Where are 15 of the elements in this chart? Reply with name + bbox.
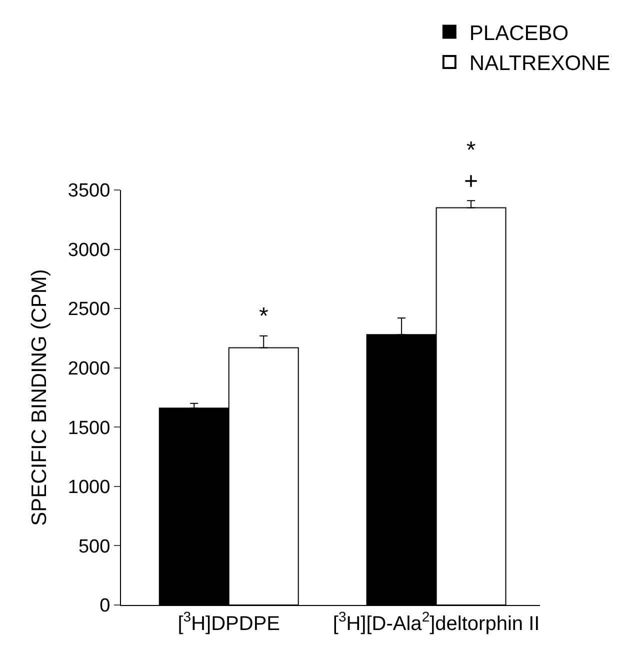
y-axis-title: SPECIFIC BINDING (CPM) [28,269,52,526]
y-tick-label: 2000 [68,358,110,380]
data-label: * [259,303,268,330]
y-tick-label: 3000 [68,240,110,261]
y-tick-label: 500 [78,536,110,558]
x-tick-label: [$^{3}$H]DPDPE [178,608,280,635]
x-tick-label: [$^{3}$H][D-Ala$^{2}$]deltorphin II [332,608,540,635]
y-tick-label: 3500 [68,180,110,202]
y-tick-label: 0 [100,596,110,617]
legend-label: NALTREXONE [469,52,610,76]
y-tick-label: 2500 [68,299,110,320]
y-tick-label: 1000 [68,477,110,498]
y-tick-label: 1500 [68,418,110,439]
data-label: * + [464,137,478,196]
legend-label: PLACEBO [469,22,569,45]
